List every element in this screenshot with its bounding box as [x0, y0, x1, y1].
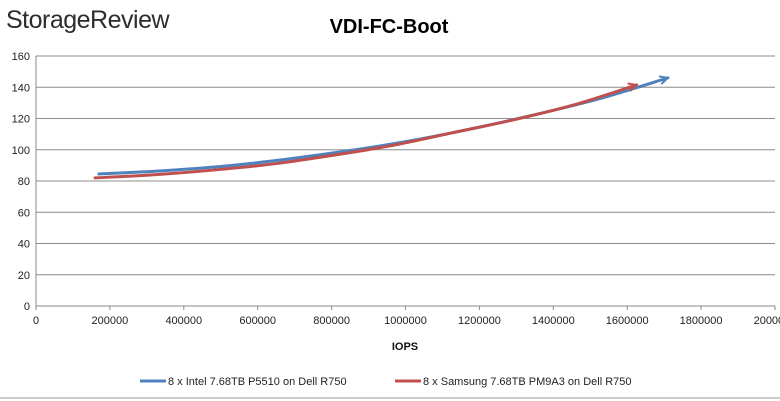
- y-tick-label: 120: [12, 114, 30, 126]
- y-tick-label: 140: [12, 82, 30, 94]
- legend-label-1: 8 x Intel 7.68TB P5510 on Dell R750: [168, 376, 347, 388]
- storagereview-logo: StorageReview: [6, 6, 171, 34]
- x-tick-label: 800000: [313, 315, 350, 327]
- x-tick-label: 1200000: [458, 315, 501, 327]
- series-line-2: [93, 83, 638, 180]
- x-tick-label: 1000000: [384, 315, 427, 327]
- y-axis-tick-labels: 0 20 40 60 80 100 120 140 160: [12, 51, 30, 313]
- x-tick-label: 1600000: [606, 315, 649, 327]
- x-axis-tick-labels: 0 200000 400000 600000 800000 1000000 1200000 1…: [33, 306, 780, 327]
- x-tick-label: 1800000: [680, 315, 723, 327]
- x-tick-label: 600000: [239, 315, 276, 327]
- x-tick-label: 2000000: [754, 315, 780, 327]
- x-tick-label: 200000: [92, 315, 129, 327]
- y-tick-label: 100: [12, 145, 30, 157]
- series-arrow-2: [627, 82, 639, 92]
- y-tick-label: 0: [24, 301, 30, 313]
- logo-text: StorageReview: [6, 6, 170, 34]
- chart-title: VDI-FC-Boot: [330, 16, 449, 38]
- y-tick-label: 60: [18, 207, 30, 219]
- y-tick-label: 160: [12, 51, 30, 63]
- x-tick-label: 0: [33, 315, 39, 327]
- x-axis-label: IOPS: [392, 341, 418, 353]
- legend-label-2: 8 x Samsung 7.68TB PM9A3 on Dell R750: [423, 376, 632, 388]
- gridlines: [36, 55, 775, 276]
- y-tick-label: 20: [18, 270, 30, 282]
- y-tick-label: 40: [18, 239, 30, 251]
- series-line-1: [97, 76, 670, 176]
- x-tick-label: 1400000: [532, 315, 575, 327]
- legend: 8 x Intel 7.68TB P5510 on Dell R750 8 x S…: [140, 376, 632, 388]
- y-tick-label: 80: [18, 176, 30, 188]
- series-lines: [93, 75, 670, 180]
- series-arrow-1: [658, 75, 670, 85]
- x-tick-label: 400000: [165, 315, 202, 327]
